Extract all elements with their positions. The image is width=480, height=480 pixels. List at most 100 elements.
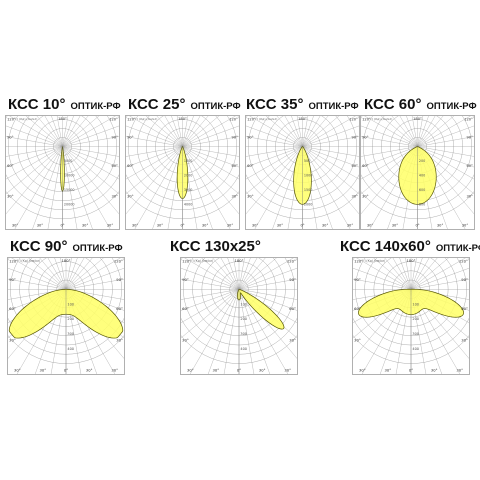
- grid-ray: [302, 146, 359, 195]
- side-angle-label: 30°: [351, 194, 358, 198]
- bottom-angle-label: 30°: [322, 224, 329, 228]
- side-angle-label: 90°: [231, 136, 238, 140]
- bottom-angle-label: 30°: [437, 224, 444, 228]
- grid-ray: [65, 268, 124, 290]
- brand-label: ОПТИК-РФ: [308, 101, 359, 112]
- radial-value-label: 300: [412, 332, 419, 336]
- diagram-title-ksc-60: КСС 60° ОПТИК-РФ: [364, 96, 477, 114]
- grid-ray: [212, 258, 240, 290]
- grid-group: [181, 258, 297, 374]
- grid-ray: [56, 116, 63, 147]
- grid-ray: [8, 268, 67, 290]
- grid-ray: [364, 116, 418, 147]
- bottom-angle-label: 30°: [132, 224, 139, 228]
- grid-ray: [126, 136, 183, 147]
- grid-ray: [181, 289, 240, 359]
- grid-ray: [6, 146, 63, 180]
- grid-ray: [220, 258, 240, 290]
- grid-ray: [181, 268, 240, 290]
- grid-ray: [126, 146, 183, 157]
- bottom-angle-label: 30°: [252, 224, 259, 228]
- grid-ray: [50, 289, 67, 374]
- side-angle-label: 120°: [127, 118, 136, 122]
- polar-diagram-ksc-60: 200 400 600 800 180° I (Кд) (лм/кл) 120° 120° 90…: [360, 115, 475, 230]
- side-angle-label: 90°: [116, 278, 123, 282]
- side-angle-label: 90°: [351, 136, 358, 140]
- grid-ray: [65, 258, 104, 290]
- grid-ray: [65, 258, 93, 290]
- radial-value-label: 200: [240, 317, 247, 321]
- grid-ray: [62, 146, 119, 157]
- grid-ray: [361, 125, 418, 147]
- radial-value-label: 200: [67, 317, 74, 321]
- top-angle-label: 180°: [58, 117, 67, 121]
- grid-ray: [62, 116, 116, 147]
- side-angle-label: 90°: [182, 278, 189, 282]
- bottom-angle-label: 30°: [157, 224, 164, 228]
- grid-ray: [176, 116, 183, 147]
- bottom-angle-label: 30°: [367, 224, 374, 228]
- grid-ray: [51, 116, 63, 147]
- grid-ray: [302, 146, 359, 215]
- grid-ray: [417, 146, 474, 195]
- grid-ray: [392, 258, 412, 290]
- side-angle-label: 60°: [354, 307, 361, 311]
- grid-ray: [276, 116, 303, 147]
- diagram-title-main: КСС 25°: [128, 96, 186, 113]
- grid-ray: [361, 146, 418, 157]
- grid-ray: [361, 146, 418, 215]
- polar-diagram-ksc-90: 100 200 300 400 180° I (Кд) (лм/кл) 120° 120° 90…: [7, 257, 125, 375]
- side-angle-label: 120°: [459, 260, 468, 264]
- grid-ray: [302, 146, 359, 180]
- grid-ray: [302, 116, 314, 147]
- grid-ray: [201, 258, 240, 290]
- grid-ray: [410, 289, 461, 374]
- grid-ray: [182, 125, 239, 147]
- grid-ray: [6, 146, 63, 168]
- side-angle-label: 30°: [362, 194, 369, 198]
- grid-ray: [302, 116, 329, 147]
- grid-ray: [62, 146, 119, 215]
- grid-ray: [249, 116, 303, 147]
- side-angle-label: 120°: [7, 118, 16, 122]
- grid-ray: [284, 116, 303, 147]
- grid-ray: [417, 136, 474, 147]
- grid-ray: [182, 146, 239, 168]
- grid-ray: [62, 116, 89, 147]
- brand-label: ОПТИК-РФ: [72, 243, 123, 254]
- grid-ray: [302, 116, 340, 147]
- grid-group: [126, 116, 239, 229]
- radial-value-label: 1000: [304, 174, 313, 178]
- bottom-angle-label: 30°: [12, 224, 19, 228]
- grid-ray: [6, 125, 63, 147]
- grid-ray: [47, 258, 67, 290]
- grid-ray: [62, 146, 119, 168]
- grid-ray: [417, 116, 429, 147]
- side-angle-label: 120°: [229, 118, 238, 122]
- grid-ray: [238, 258, 266, 290]
- top-angle-label: 180°: [298, 117, 307, 121]
- grid-ray: [62, 125, 119, 147]
- brand-label: ОПТИК-РФ: [426, 101, 477, 112]
- side-angle-label: 90°: [289, 278, 296, 282]
- bottom-angle-label: 0°: [409, 369, 413, 373]
- side-angle-label: 90°: [362, 136, 369, 140]
- grid-ray: [238, 258, 251, 290]
- grid-group: [353, 258, 469, 374]
- grid-ray: [272, 146, 303, 229]
- grid-ray: [238, 289, 289, 374]
- grid-ray: [182, 136, 239, 147]
- side-angle-label: 60°: [127, 164, 134, 168]
- grid-ray: [65, 258, 72, 290]
- bottom-angle-label: 30°: [14, 369, 21, 373]
- grid-ray: [25, 116, 63, 147]
- diagram-title-ksc-130x25: КСС 130x25°: [170, 238, 266, 256]
- bottom-angle-label: 30°: [385, 369, 392, 373]
- grid-ray: [246, 146, 303, 168]
- grid-ray: [134, 146, 183, 229]
- bottom-angle-label: 0°: [237, 369, 241, 373]
- bottom-angle-label: 30°: [37, 224, 44, 228]
